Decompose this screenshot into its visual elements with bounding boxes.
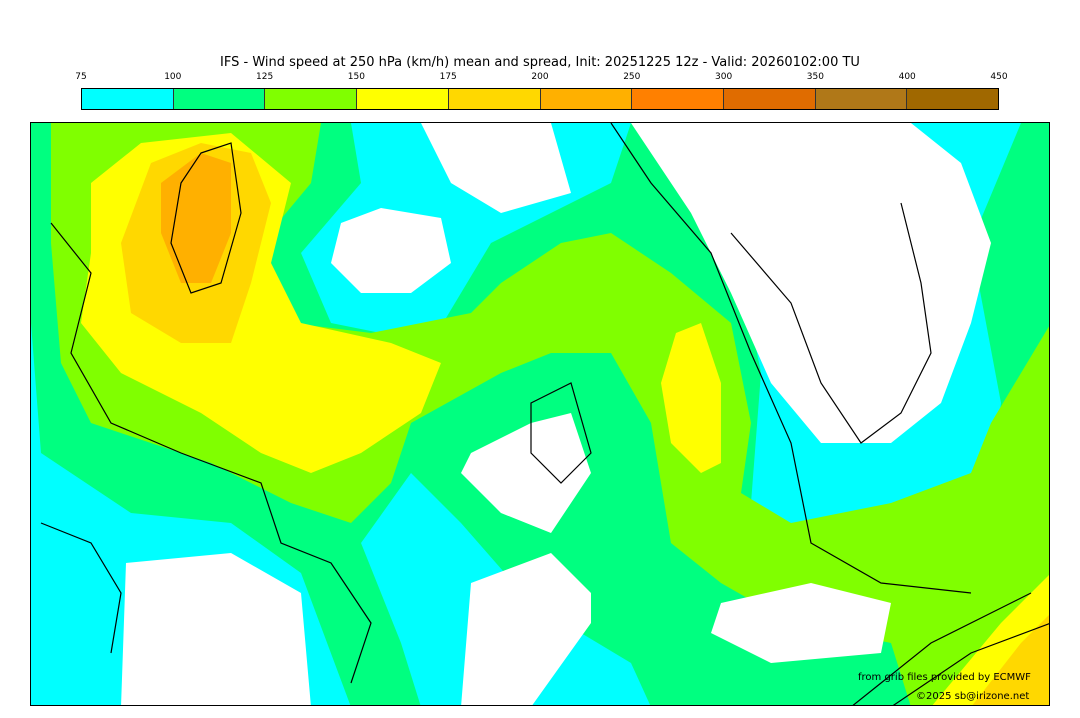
legend-swatch: [815, 89, 908, 109]
legend-tick-label: 250: [623, 72, 641, 82]
field-200-250: [161, 153, 231, 283]
legend-swatch: [723, 89, 816, 109]
legend-swatch: [540, 89, 633, 109]
legend-tick-label: 450: [990, 72, 1008, 82]
legend-tick-label: 300: [715, 72, 733, 82]
legend-tick-label: 175: [439, 72, 457, 82]
color-legend: [81, 88, 999, 110]
legend-tick-label: 400: [898, 72, 916, 82]
legend-swatch: [173, 89, 266, 109]
legend-swatch: [632, 89, 724, 109]
legend-swatch: [357, 89, 449, 109]
wind-speed-map: from grib files provided by ECMWF ©2025 …: [30, 122, 1050, 706]
coastlines: [40, 123, 1049, 705]
legend-tick-label: 75: [75, 72, 87, 82]
legend-tick-label: 350: [806, 72, 824, 82]
field-below-75: [121, 123, 991, 705]
legend-tick-label: 200: [531, 72, 549, 82]
legend-swatch: [82, 89, 174, 109]
copyright-credit: ©2025 sb@irizone.net: [916, 691, 1030, 702]
legend-tick-label: 150: [347, 72, 365, 82]
map-field: [31, 123, 1049, 705]
legend-tick-label: 125: [256, 72, 274, 82]
legend-tick-label: 100: [164, 72, 182, 82]
map-title: IFS - Wind speed at 250 hPa (km/h) mean …: [220, 55, 860, 70]
legend-swatch: [448, 89, 541, 109]
data-source-credit: from grib files provided by ECMWF: [858, 672, 1031, 683]
legend-swatch: [907, 89, 999, 109]
legend-swatch: [265, 89, 358, 109]
field-125-150: [51, 123, 1049, 705]
